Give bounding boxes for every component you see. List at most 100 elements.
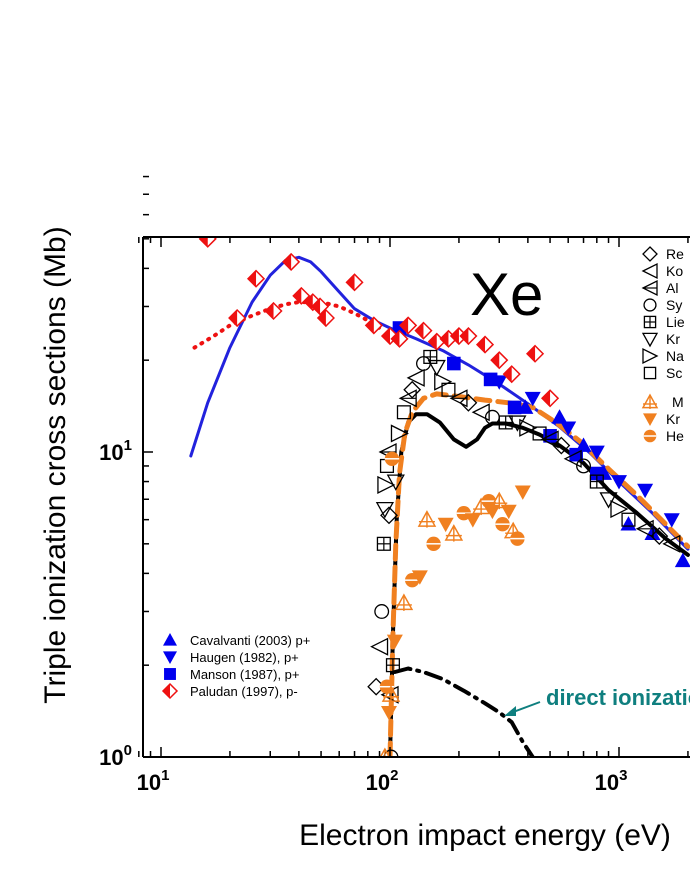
data-point bbox=[502, 365, 521, 384]
data-point bbox=[490, 351, 509, 370]
data-point bbox=[471, 403, 490, 422]
legend-left-label: Paludan (1997), p- bbox=[190, 684, 298, 699]
marker-fill bbox=[199, 237, 208, 247]
marker-fill bbox=[491, 352, 500, 369]
marker-fill bbox=[346, 274, 355, 291]
data-point bbox=[514, 485, 531, 500]
data-point bbox=[403, 380, 422, 399]
marker-fill bbox=[283, 253, 292, 270]
data-point bbox=[459, 393, 478, 412]
plot-frame bbox=[142, 236, 690, 758]
data-point bbox=[386, 474, 405, 491]
data-point bbox=[381, 685, 401, 703]
data-point bbox=[399, 316, 418, 335]
marker-fill bbox=[391, 330, 400, 347]
data-point bbox=[316, 308, 335, 328]
data-point bbox=[427, 359, 446, 377]
marker-fill bbox=[317, 310, 326, 327]
legend-right-label: Sy bbox=[666, 297, 682, 313]
marker-fill bbox=[415, 322, 424, 339]
data-point bbox=[674, 552, 690, 568]
data-point bbox=[484, 504, 501, 520]
data-point bbox=[495, 516, 510, 532]
legend-right-label: Lie bbox=[666, 314, 685, 330]
legend-right-label: Kr bbox=[666, 411, 680, 427]
data-point bbox=[398, 389, 417, 408]
data-point bbox=[375, 502, 395, 519]
data-point bbox=[292, 286, 311, 305]
series-line-0 bbox=[189, 255, 690, 551]
legend-left-marker bbox=[161, 682, 179, 700]
x-tick-label: 102 bbox=[366, 767, 399, 795]
data-point bbox=[198, 237, 217, 248]
legend-right-label: Na bbox=[666, 348, 684, 364]
x-tick-label: 101 bbox=[137, 767, 170, 795]
marker-fill bbox=[450, 328, 459, 345]
legend-left-marker bbox=[163, 633, 177, 646]
data-point bbox=[540, 430, 559, 449]
data-point bbox=[498, 415, 513, 430]
marker-fill bbox=[365, 317, 374, 334]
data-point bbox=[464, 513, 481, 528]
data-point bbox=[444, 524, 464, 542]
legend-right-marker bbox=[643, 413, 657, 426]
data-point bbox=[437, 517, 454, 533]
legend-right-marker bbox=[641, 393, 659, 409]
data-point bbox=[385, 658, 400, 673]
legend-right-label: He bbox=[666, 428, 684, 444]
marker-fill bbox=[428, 333, 437, 350]
data-point bbox=[576, 458, 591, 474]
data-point bbox=[345, 273, 364, 292]
marker-fill bbox=[248, 270, 257, 287]
legend-right-label: Re bbox=[666, 246, 684, 262]
data-point bbox=[379, 679, 395, 694]
legend-right-marker bbox=[641, 279, 658, 297]
legend-left-marker bbox=[163, 651, 177, 664]
legend-left-label: Haugen (1982), p+ bbox=[190, 650, 299, 665]
legend-left: Cavalvanti (2003) p+ Haugen (1982), p+ Man… bbox=[161, 633, 310, 700]
data-point bbox=[264, 301, 283, 321]
data-point bbox=[384, 451, 400, 466]
data-point bbox=[662, 534, 681, 553]
data-point bbox=[635, 519, 654, 538]
legend-right-marker bbox=[641, 262, 658, 280]
data-point bbox=[441, 382, 456, 397]
data-point bbox=[434, 372, 453, 391]
marker-fill bbox=[304, 294, 313, 311]
marker-fill bbox=[265, 302, 274, 319]
legend-right-marker bbox=[643, 429, 657, 443]
data-point bbox=[610, 500, 629, 519]
data-point bbox=[563, 449, 582, 468]
legend-right-marker bbox=[642, 246, 658, 262]
data-point bbox=[483, 372, 498, 387]
data-point bbox=[311, 297, 330, 316]
legend-right-label: Al bbox=[666, 280, 678, 296]
marker-fill bbox=[293, 287, 302, 304]
data-point bbox=[394, 593, 414, 611]
data-point bbox=[510, 531, 525, 546]
legend-right-marker bbox=[643, 315, 657, 329]
data-point bbox=[228, 308, 247, 328]
data-point bbox=[377, 475, 396, 494]
data-point bbox=[417, 510, 437, 528]
data-point bbox=[390, 424, 409, 443]
marker-fill bbox=[382, 328, 390, 345]
data-point bbox=[414, 321, 433, 340]
data-point bbox=[621, 512, 636, 527]
data-point bbox=[282, 252, 301, 271]
marker-fill bbox=[542, 390, 551, 407]
marker-fill bbox=[229, 310, 238, 327]
data-point bbox=[524, 391, 541, 407]
marker-fill bbox=[503, 366, 512, 383]
data-point bbox=[475, 335, 495, 354]
data-point bbox=[560, 421, 577, 436]
data-point bbox=[489, 491, 509, 510]
data-point bbox=[459, 326, 478, 346]
marker-fill bbox=[400, 317, 409, 334]
data-point bbox=[406, 368, 425, 387]
series-line-1 bbox=[192, 300, 382, 350]
data-point bbox=[383, 749, 399, 757]
